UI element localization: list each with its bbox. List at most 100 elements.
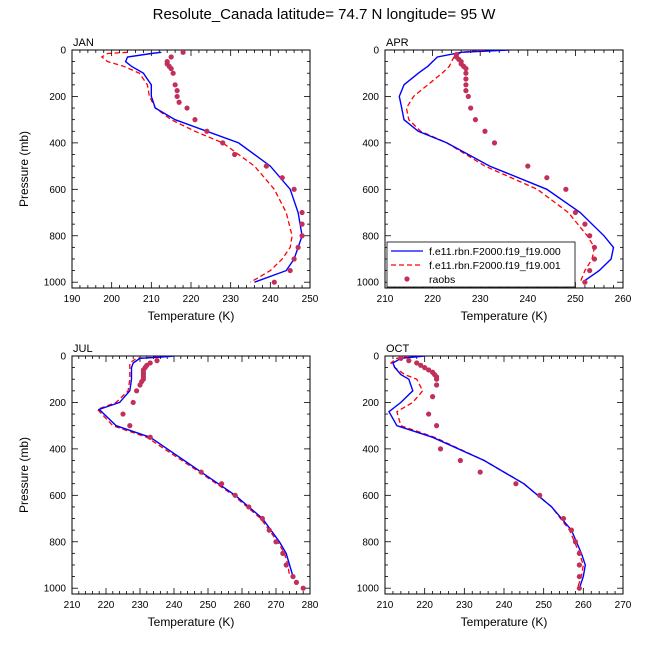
raobs-point: [263, 163, 269, 169]
raobs-point: [563, 186, 569, 192]
raobs-point: [287, 267, 293, 274]
y-tick-label: 1000: [357, 278, 380, 289]
raobs-point: [463, 65, 469, 72]
raobs-point: [198, 469, 204, 475]
raobs-point: [587, 233, 593, 239]
y-tick-label: 1000: [44, 584, 67, 595]
raobs-point: [295, 244, 301, 250]
raobs-point: [414, 360, 420, 366]
raobs-point: [279, 175, 285, 181]
raobs-point: [273, 539, 279, 545]
x-tick-label: 210: [377, 600, 394, 611]
raobs-point: [437, 446, 444, 452]
x-tick-label: 260: [615, 294, 632, 305]
raobs-point: [259, 515, 265, 522]
y-tick-label: 200: [362, 92, 379, 103]
panel-oct: OCT 210 220 230 240 250 260 270 0 200 400 600 800 100…: [357, 343, 632, 629]
raobs-point: [120, 411, 126, 417]
raobs-point: [300, 585, 306, 591]
raobs-point: [280, 550, 286, 556]
raobs-point: [537, 492, 543, 498]
raobs-point: [491, 140, 498, 146]
raobs-point: [568, 527, 575, 533]
panel-label: JAN: [73, 37, 94, 49]
series-line-000: [124, 51, 303, 283]
raobs-point: [468, 105, 474, 111]
raobs-point: [463, 70, 469, 76]
raobs-point: [220, 140, 226, 146]
y-tick-label: 0: [60, 352, 66, 363]
y-tick-label: 200: [49, 398, 66, 409]
raobs-point: [291, 186, 297, 192]
panel-label: OCT: [386, 343, 410, 355]
raobs-point: [147, 434, 153, 440]
x-tick-label: 250: [535, 600, 552, 611]
raobs-point: [433, 376, 440, 382]
raobs-point: [457, 457, 463, 464]
raobs-point: [513, 481, 519, 487]
series-line-001: [405, 50, 596, 283]
series-line-001: [389, 356, 584, 589]
raobs-point: [180, 50, 186, 55]
panel-apr: APR 210 220 230 240 250 260 0 200 400 600 800 1000 Te…: [357, 37, 632, 323]
y-tick-label: 0: [60, 46, 66, 57]
raobs-point: [582, 221, 588, 227]
y-tick-label: 400: [362, 444, 379, 455]
y-tick-label: 1000: [44, 278, 67, 289]
raobs-point: [283, 562, 289, 568]
x-tick-label: 240: [496, 600, 513, 611]
raobs-point: [576, 550, 582, 556]
raobs-point: [465, 93, 471, 100]
data-layer: [100, 50, 305, 285]
raobs-point: [398, 356, 404, 361]
y-tick-label: 600: [362, 185, 379, 196]
raobs-point: [246, 504, 252, 510]
legend-label: raobs: [429, 274, 455, 286]
raobs-point: [137, 382, 143, 388]
raobs-point: [426, 411, 432, 417]
raobs-point: [170, 70, 176, 76]
raobs-point: [299, 233, 305, 239]
raobs-point: [591, 256, 598, 262]
data-layer: [96, 356, 306, 591]
raobs-point: [271, 279, 277, 285]
panel-label: JUL: [73, 343, 93, 355]
x-tick-label: 250: [200, 600, 217, 611]
x-tick-label: 190: [64, 294, 81, 305]
x-tick-label: 270: [268, 600, 285, 611]
y-tick-label: 800: [362, 231, 379, 242]
raobs-point: [291, 256, 297, 262]
raobs-point: [433, 382, 440, 388]
y-axis-label: Pressure (mb): [17, 131, 31, 207]
x-tick-label: 220: [98, 600, 115, 611]
raobs-point: [168, 54, 174, 60]
raobs-point: [172, 82, 178, 88]
x-axis-label: Temperature (K): [148, 309, 235, 323]
y-tick-label: 1000: [357, 584, 380, 595]
raobs-point: [127, 423, 133, 429]
raobs-point: [418, 362, 424, 368]
raobs-point: [426, 367, 432, 373]
raobs-point: [560, 515, 567, 522]
x-tick-label: 240: [166, 600, 183, 611]
raobs-point: [134, 388, 140, 394]
plot-frame: [71, 355, 311, 595]
series-line-000: [398, 50, 615, 283]
x-tick-label: 250: [302, 294, 319, 305]
x-axis-label: Temperature (K): [148, 615, 235, 629]
y-tick-label: 400: [362, 138, 379, 149]
raobs-point: [290, 573, 296, 580]
x-tick-label: 260: [575, 600, 592, 611]
raobs-point: [463, 82, 469, 88]
raobs-point: [184, 105, 190, 111]
x-tick-label: 210: [64, 600, 81, 611]
raobs-point: [591, 244, 598, 250]
x-tick-label: 210: [143, 294, 160, 305]
plot-frame: [384, 355, 624, 595]
raobs-point: [130, 399, 136, 406]
raobs-point: [572, 209, 579, 216]
x-tick-label: 250: [567, 294, 584, 305]
raobs-point: [576, 585, 582, 591]
y-tick-label: 400: [49, 444, 66, 455]
